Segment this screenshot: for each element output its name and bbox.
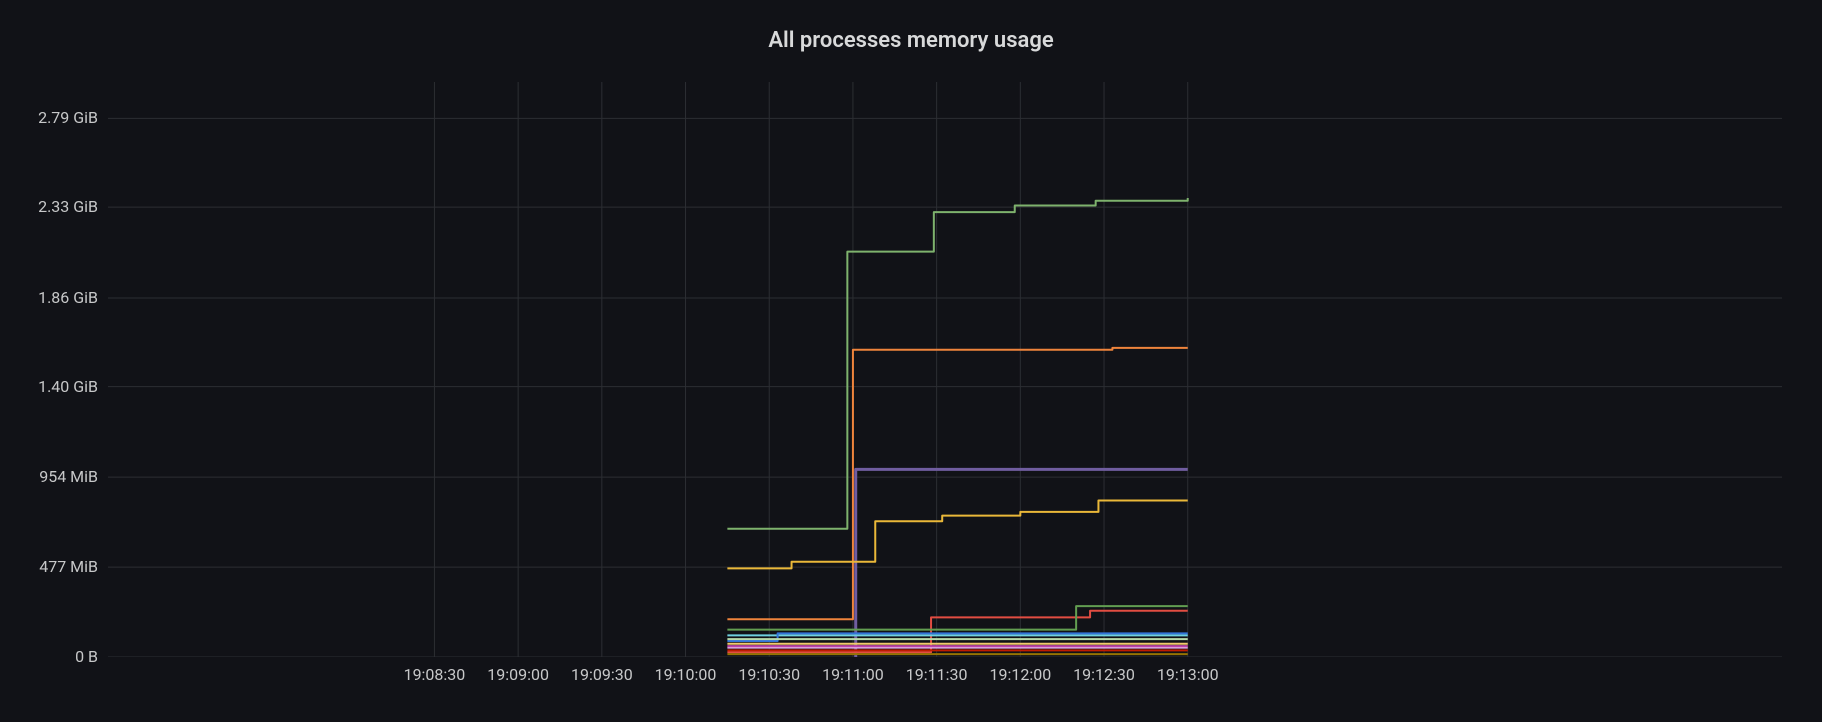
chart-plot-area[interactable] — [108, 82, 1782, 657]
x-tick-label: 19:11:00 — [822, 665, 884, 684]
y-tick-label: 2.79 GiB — [38, 108, 98, 127]
x-tick-label: 19:13:00 — [1157, 665, 1219, 684]
y-tick-label: 954 MiB — [39, 467, 98, 486]
series-proc-green-main — [727, 198, 1187, 529]
series-proc-yellow — [727, 501, 1187, 569]
x-tick-label: 19:10:30 — [738, 665, 800, 684]
x-tick-label: 19:09:30 — [571, 665, 633, 684]
panel-title: All processes memory usage — [0, 28, 1822, 53]
x-tick-label: 19:08:30 — [404, 665, 466, 684]
y-tick-label: 477 MiB — [39, 557, 98, 576]
y-tick-label: 0 B — [75, 647, 98, 666]
chart-panel: All processes memory usage 0 B 477 MiB 954… — [0, 0, 1822, 722]
x-tick-label: 19:11:30 — [906, 665, 968, 684]
chart-series — [108, 82, 1782, 657]
y-tick-label: 1.86 GiB — [38, 288, 98, 307]
x-tick-label: 19:09:00 — [487, 665, 549, 684]
y-tick-label: 1.40 GiB — [38, 377, 98, 396]
y-tick-label: 2.33 GiB — [38, 197, 98, 216]
x-tick-label: 19:12:00 — [989, 665, 1051, 684]
series-proc-orange-main — [727, 348, 1187, 619]
x-tick-label: 19:12:30 — [1073, 665, 1135, 684]
x-tick-label: 19:10:00 — [655, 665, 717, 684]
